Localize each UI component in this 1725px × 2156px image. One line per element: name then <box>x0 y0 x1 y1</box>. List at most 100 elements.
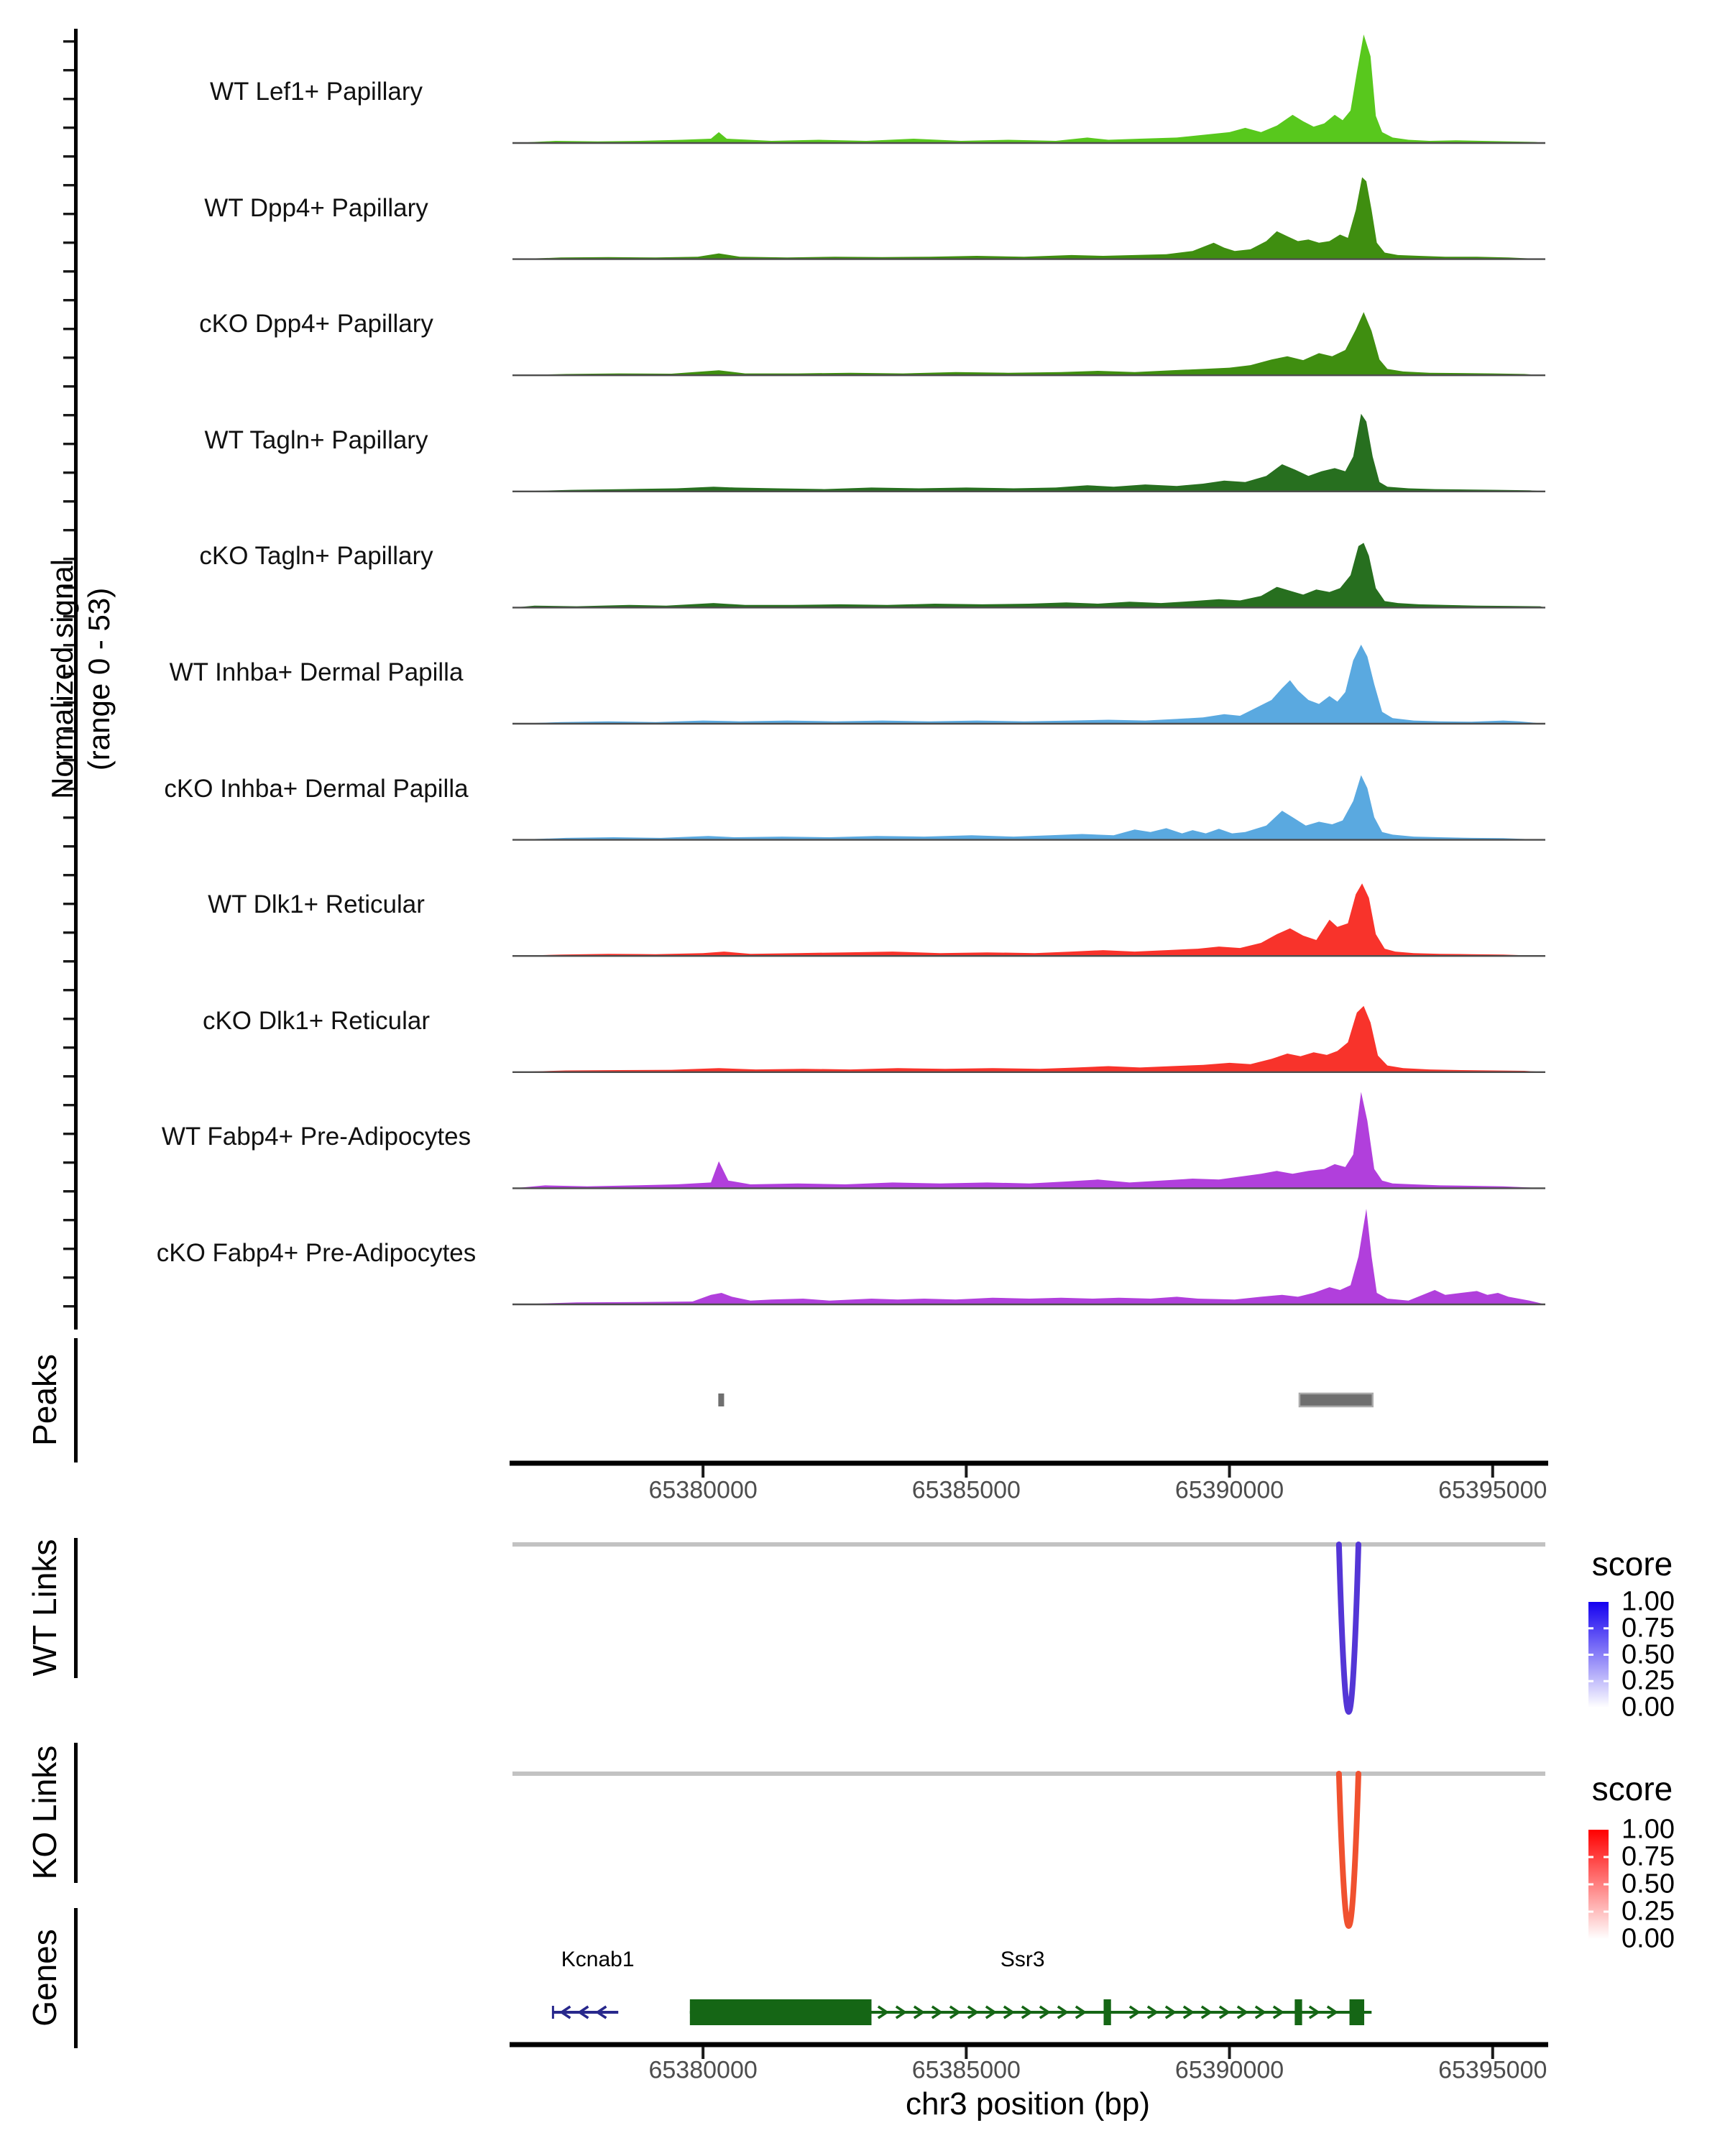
signal-area-track-7 <box>513 775 1545 840</box>
axis-2-tick-3 <box>1228 2047 1231 2059</box>
gene-ssr3-strand-arrow <box>913 2005 926 2019</box>
gene-ssr3-strand-arrow <box>1057 2005 1070 2019</box>
signal-axis-tick <box>63 1104 74 1107</box>
signal-axis-tick <box>63 356 74 359</box>
genes-section-label: Genes <box>26 1929 63 2027</box>
signal-axis-tick <box>63 788 74 791</box>
wt-links-legend-tick <box>1604 1654 1609 1656</box>
gene-ssr3-strand-arrow <box>949 2005 962 2019</box>
gene-ssr3-exon-3 <box>1294 1999 1302 2025</box>
axis-2-tick-label-2: 65385000 <box>911 2056 1021 2084</box>
signal-area-track-6 <box>513 645 1545 724</box>
ko-links-legend-tick <box>1604 1910 1609 1913</box>
track-label-2: WT Dpp4+ Papillary <box>204 193 428 222</box>
signal-axis-tick <box>63 500 74 503</box>
wt-links-baseline <box>512 1542 1545 1547</box>
ko-links-baseline <box>512 1772 1545 1776</box>
signal-axis-tick <box>63 213 74 216</box>
axis-2-tick-2 <box>965 2047 968 2059</box>
ko-links-section-label: KO Links <box>26 1745 63 1880</box>
wt-links-legend-tick <box>1588 1680 1593 1682</box>
y-axis-label-line2: (range 0 - 53) <box>82 587 116 771</box>
wt-links-bracket <box>74 1538 78 1678</box>
wt-links-loop-1 <box>1335 1542 1361 1715</box>
track-label-10: WT Fabp4+ Pre-Adipocytes <box>161 1123 472 1151</box>
ko-links-legend-tick <box>1604 1883 1609 1886</box>
axis-1-tick-label-4: 65395000 <box>1438 1476 1547 1504</box>
axis-1-tick-1 <box>702 1465 705 1478</box>
wt-score-legend-title: score <box>1591 1545 1673 1583</box>
signal-axis-tick <box>63 1248 74 1250</box>
signal-axis-tick <box>63 299 74 302</box>
axis-2-line <box>510 2042 1548 2047</box>
signal-axis-tick <box>63 98 74 101</box>
signal-axis-tick <box>63 989 74 992</box>
gene-ssr3-strand-arrow <box>967 2005 980 2019</box>
ko-links-legend-tick <box>1588 1910 1593 1913</box>
signal-axis-tick <box>63 874 74 877</box>
peaks-bracket <box>74 1338 78 1462</box>
gene-kcnab1-strand-arrow <box>577 2005 589 2019</box>
signal-axis-tick <box>63 615 74 618</box>
wt-links-legend-tick <box>1588 1627 1593 1630</box>
signal-axis-tick <box>63 1190 74 1193</box>
signal-axis-tick <box>63 701 74 704</box>
wt-links-legend-num-3: 0.50 <box>1622 1639 1675 1669</box>
axis-2-tick-label-3: 65390000 <box>1174 2056 1284 2084</box>
signal-axis-tick <box>63 385 74 388</box>
axis-2-tick-label-4: 65395000 <box>1438 2056 1547 2084</box>
signal-axis-tick <box>63 1046 74 1049</box>
signal-axis-tick <box>63 903 74 906</box>
signal-axis-tick <box>63 443 74 446</box>
ko-links-legend-num-1: 1.00 <box>1622 1814 1675 1845</box>
signal-axis-tick <box>63 241 74 244</box>
x-axis-title: chr3 position (bp) <box>906 2086 1150 2122</box>
ko-links-legend-num-5: 0.00 <box>1622 1923 1675 1954</box>
track-label-11: cKO Fabp4+ Pre-Adipocytes <box>156 1239 477 1267</box>
signal-axis-tick <box>63 730 74 733</box>
track-label-7: cKO Inhba+ Dermal Papilla <box>164 774 469 803</box>
wt-links-legend-num-5: 0.00 <box>1622 1692 1675 1723</box>
axis-1-tick-label-3: 65390000 <box>1174 1476 1284 1504</box>
signal-axis-tick <box>63 270 74 273</box>
gene-ssr3-strand-arrow <box>1308 2005 1321 2019</box>
gene-ssr3-strand-arrow <box>1146 2005 1159 2019</box>
signal-axis-tick <box>63 931 74 934</box>
signal-area-track-9 <box>513 1005 1545 1072</box>
track-label-3: cKO Dpp4+ Papillary <box>199 310 433 338</box>
gene-kcnab1-end-tick <box>551 2006 554 2019</box>
wt-links-legend-num-4: 0.25 <box>1622 1665 1675 1696</box>
ko-links-legend-num-3: 0.50 <box>1622 1869 1675 1899</box>
ko-links-loop-1 <box>1335 1771 1361 1929</box>
signal-axis-tick <box>63 673 74 676</box>
axis-2-tick-4 <box>1491 2047 1494 2059</box>
peak-mark-1 <box>718 1393 724 1406</box>
signal-axis-tick <box>63 1161 74 1164</box>
y-axis-label: Normalized signal (range 0 - 53) <box>44 559 117 799</box>
signal-axis-tick <box>63 529 74 532</box>
signal-axis-tick <box>63 845 74 848</box>
gene-ssr3-strand-arrow <box>1021 2005 1034 2019</box>
axis-1-tick-label-2: 65385000 <box>911 1476 1021 1504</box>
gene-kcnab1-strand-arrow <box>595 2005 607 2019</box>
signal-area-track-8 <box>513 883 1545 957</box>
signal-axis-tick <box>63 1075 74 1078</box>
axis-1-tick-3 <box>1228 1465 1231 1478</box>
gene-ssr3-strand-arrow <box>1254 2005 1267 2019</box>
track-label-6: WT Inhba+ Dermal Papilla <box>169 658 464 686</box>
wt-links-legend-tick <box>1588 1654 1593 1656</box>
axis-2-tick-label-1: 65380000 <box>648 2056 758 2084</box>
signal-axis-tick <box>63 471 74 474</box>
peak-mark-2 <box>1298 1392 1374 1408</box>
axis-1-tick-4 <box>1491 1465 1494 1478</box>
gene-ssr3-strand-arrow <box>895 2005 908 2019</box>
signal-axis-tick <box>63 960 74 963</box>
signal-axis-tick <box>63 558 74 561</box>
signal-axis-tick <box>63 1276 74 1279</box>
gene-ssr3-exon-4 <box>1349 1999 1365 2025</box>
signal-area-track-5 <box>513 543 1545 608</box>
gene-kcnab1-label: Kcnab1 <box>561 1948 635 1971</box>
signal-area-track-10 <box>513 1092 1545 1189</box>
ko-links-legend-num-2: 0.75 <box>1622 1841 1675 1872</box>
